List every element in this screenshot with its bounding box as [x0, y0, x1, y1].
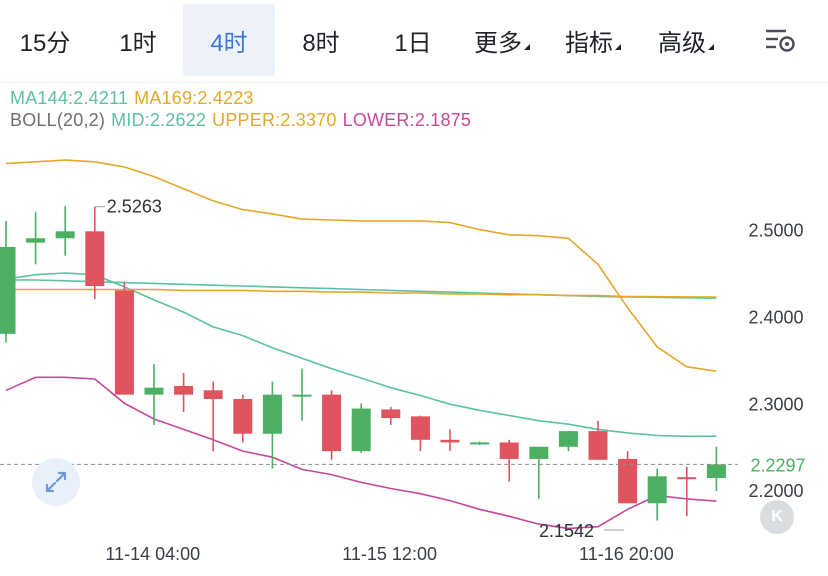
tab-label: 1时 [119, 29, 157, 57]
tab-5[interactable]: 1日 [373, 4, 453, 76]
series-line-lower [5, 376, 717, 530]
legend-item: BOLL(20,2) [10, 110, 106, 130]
tab-8[interactable]: 高级 [646, 4, 726, 76]
series-line-ma169 [6, 288, 717, 298]
legend-item: LOWER:2.1875 [342, 110, 472, 130]
ma-legend: MA144:2.4211 MA169:2.4223 [10, 88, 260, 109]
series-line-upper [5, 159, 717, 372]
low-annotation: 2.1542 [539, 521, 594, 541]
candle-down [233, 398, 253, 434]
candle-up [647, 476, 667, 504]
candle-up [0, 246, 16, 334]
tab-label: 8时 [302, 29, 340, 57]
tab-2[interactable]: 1时 [98, 4, 178, 76]
candle-down [677, 477, 697, 480]
candle-up [558, 431, 578, 447]
y-tick-label: 2.3000 [748, 394, 803, 414]
expand-arrows-icon[interactable] [32, 458, 80, 506]
tab-label: 更多 [474, 29, 522, 57]
x-tick-label: 11-16 20:00 [579, 544, 674, 564]
candle-down [618, 458, 638, 504]
candle-down [499, 442, 519, 459]
y-tick-label: 2.5000 [748, 221, 803, 241]
tab-label: 高级 [658, 29, 706, 57]
tab-label: 1日 [394, 29, 432, 57]
current-price-label: 2.2297 [750, 455, 805, 475]
legend-item: MID:2.2622 [111, 110, 207, 130]
candle-up [292, 394, 312, 397]
candle-up [55, 231, 75, 239]
tab-3[interactable]: 4时 [183, 4, 275, 76]
boll-legend: BOLL(20,2) MID:2.2622 UPPER:2.3370 LOWER:2.… [10, 110, 477, 131]
candle-up [470, 442, 490, 445]
tab-1[interactable]: 15分 [5, 4, 85, 76]
candle-up [262, 394, 282, 434]
header-divider [0, 82, 828, 83]
x-tick-label: 11-15 12:00 [342, 544, 437, 564]
candle-down [410, 416, 430, 440]
candle-up [706, 464, 726, 479]
candle-down [203, 390, 223, 399]
candle-down [381, 409, 401, 419]
candle-down [322, 394, 342, 452]
chart-settings-icon[interactable] [762, 24, 798, 56]
candle-down [114, 290, 134, 395]
high-annotation: 2.5263 [107, 197, 162, 217]
timeframe-tab-bar: 15分 1时 4时 8时 1日 更多 指标 高级 [0, 0, 828, 82]
candle-down [174, 385, 194, 395]
candle-up [144, 387, 164, 395]
tab-label: 4时 [210, 29, 248, 57]
legend-item: MA144:2.4211 [10, 88, 129, 108]
x-tick-label: 11-14 04:00 [105, 544, 200, 564]
dropdown-triangle-icon [615, 44, 621, 50]
y-tick-label: 2.4000 [748, 307, 803, 327]
candle-up [529, 446, 549, 459]
legend-item: MA169:2.4223 [134, 88, 254, 108]
candle-down [440, 439, 460, 443]
dropdown-triangle-icon [708, 44, 714, 50]
tab-4[interactable]: 8时 [281, 4, 361, 76]
y-tick-label: 2.2000 [748, 481, 803, 501]
candle-up [26, 238, 46, 243]
tab-7[interactable]: 指标 [553, 4, 633, 76]
legend-item: UPPER:2.3370 [212, 110, 337, 130]
tab-6[interactable]: 更多 [462, 4, 542, 76]
tab-label: 15分 [19, 29, 71, 57]
tab-label: 指标 [565, 29, 613, 57]
current-price-box [738, 450, 820, 479]
kline-icon[interactable]: K [760, 500, 794, 534]
candle-up [351, 408, 371, 452]
candle-down [588, 431, 608, 460]
dropdown-triangle-icon [524, 44, 530, 50]
candle-down [85, 231, 105, 287]
